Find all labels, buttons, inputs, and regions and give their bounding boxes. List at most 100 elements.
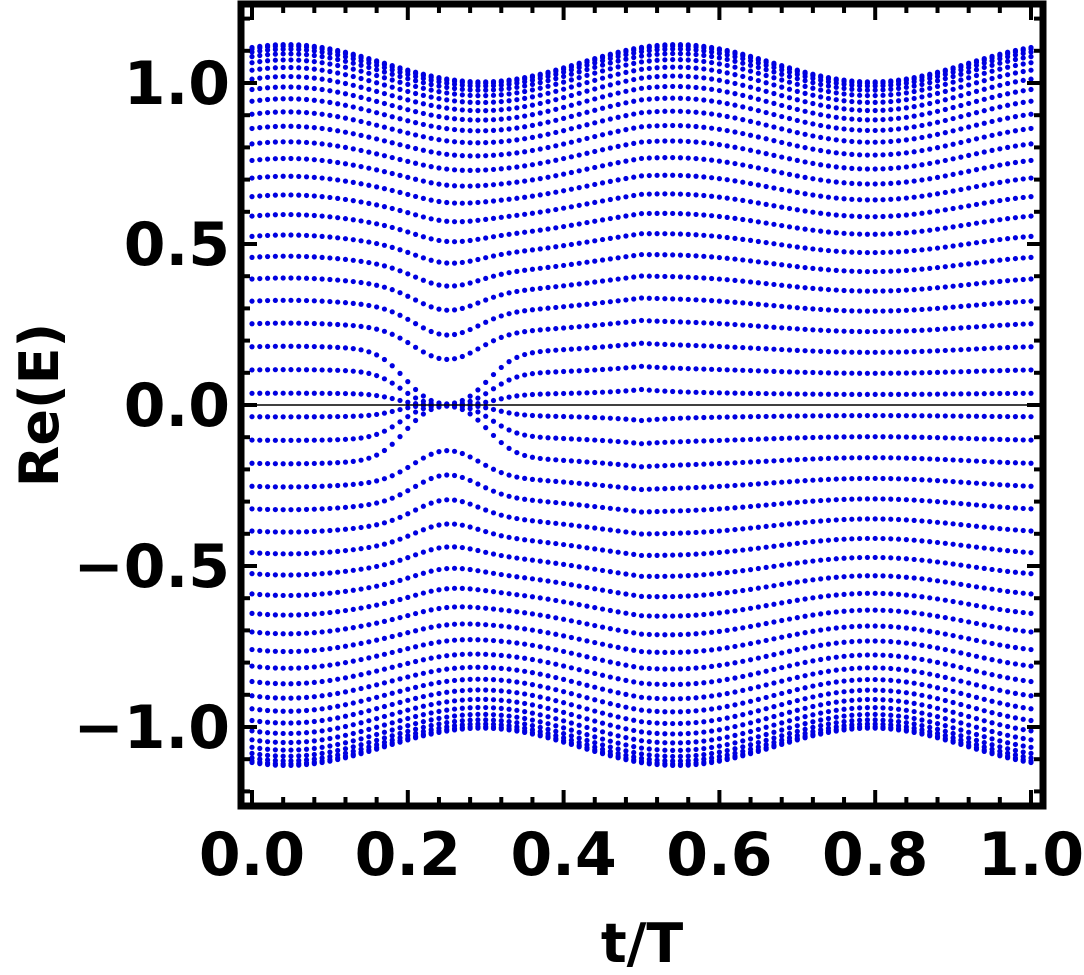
data-point: [638, 273, 645, 279]
data-point: [934, 673, 941, 679]
data-point: [599, 460, 606, 466]
data-point: [327, 527, 333, 534]
data-point: [264, 630, 271, 636]
data-point: [1005, 626, 1011, 632]
data-point: [849, 639, 855, 645]
data-point: [537, 176, 543, 182]
data-point: [529, 710, 536, 716]
data-point: [794, 97, 800, 103]
data-point: [584, 706, 590, 712]
data-point: [677, 123, 684, 129]
data-point: [934, 226, 941, 232]
data-point: [428, 451, 434, 457]
data-point: [662, 439, 668, 445]
data-point: [818, 681, 824, 688]
data-point: [537, 92, 543, 98]
data-point: [864, 676, 871, 683]
data-point: [693, 192, 699, 198]
data-point: [849, 349, 855, 355]
data-point: [880, 496, 886, 502]
data-point: [342, 746, 349, 752]
data-point: [342, 675, 349, 681]
data-point: [646, 573, 652, 579]
data-point: [654, 42, 660, 49]
data-point: [592, 566, 598, 572]
data-point: [615, 49, 621, 55]
data-point: [280, 461, 286, 467]
data-point: [895, 689, 902, 695]
x-tick-label: 0.4: [510, 820, 616, 890]
data-point: [374, 372, 380, 379]
data-point: [919, 731, 925, 737]
data-point: [942, 707, 948, 713]
data-point: [981, 696, 987, 702]
data-point: [888, 653, 894, 659]
data-point: [475, 217, 481, 223]
data-point: [599, 641, 606, 647]
data-point: [389, 441, 395, 447]
data-point: [693, 507, 699, 513]
data-point: [327, 88, 333, 94]
data-point: [529, 81, 536, 87]
data-point: [498, 181, 504, 187]
data-point: [670, 108, 676, 114]
data-point: [607, 607, 613, 614]
data-point: [740, 344, 746, 351]
data-point: [257, 679, 263, 686]
data-point: [802, 721, 808, 727]
data-point: [747, 62, 754, 68]
data-point: [857, 370, 863, 376]
data-point: [483, 696, 489, 703]
data-point: [296, 65, 302, 71]
data-point: [857, 268, 863, 275]
data-point: [545, 83, 551, 89]
data-point: [405, 488, 411, 494]
data-point: [903, 537, 909, 543]
data-point: [358, 163, 364, 170]
data-point: [747, 68, 754, 74]
data-point: [997, 625, 1003, 631]
data-point: [662, 42, 668, 48]
data-point: [825, 391, 832, 397]
data-point: [366, 726, 372, 732]
data-point: [280, 109, 286, 115]
data-point: [483, 605, 489, 611]
data-point: [786, 65, 793, 71]
data-point: [1012, 703, 1019, 709]
data-point: [553, 560, 559, 566]
data-point: [475, 153, 481, 159]
data-point: [794, 697, 800, 704]
data-point: [693, 109, 699, 115]
data-point: [755, 219, 761, 225]
data-point: [677, 762, 684, 769]
data-point: [623, 716, 629, 722]
data-point: [490, 652, 497, 658]
data-point: [1012, 505, 1019, 511]
data-point: [716, 46, 723, 52]
data-point: [833, 714, 839, 720]
data-point: [716, 646, 723, 652]
data-point: [701, 694, 707, 700]
data-point: [428, 102, 434, 109]
data-point: [296, 762, 302, 768]
data-point: [272, 320, 278, 326]
data-point: [561, 205, 567, 211]
data-point: [693, 253, 699, 259]
data-point: [592, 718, 598, 724]
data-point: [561, 521, 567, 527]
data-point: [1028, 86, 1034, 93]
data-point: [529, 122, 536, 128]
data-point: [420, 393, 426, 399]
data-point: [818, 266, 824, 272]
data-point: [475, 256, 481, 263]
data-point: [311, 460, 317, 467]
data-point: [919, 306, 925, 313]
data-point: [498, 271, 504, 277]
data-point: [701, 752, 707, 758]
data-point: [428, 81, 434, 88]
data-point: [771, 722, 777, 728]
data-point: [545, 245, 551, 251]
data-point: [670, 462, 676, 468]
data-point: [685, 612, 691, 619]
data-point: [966, 501, 972, 507]
